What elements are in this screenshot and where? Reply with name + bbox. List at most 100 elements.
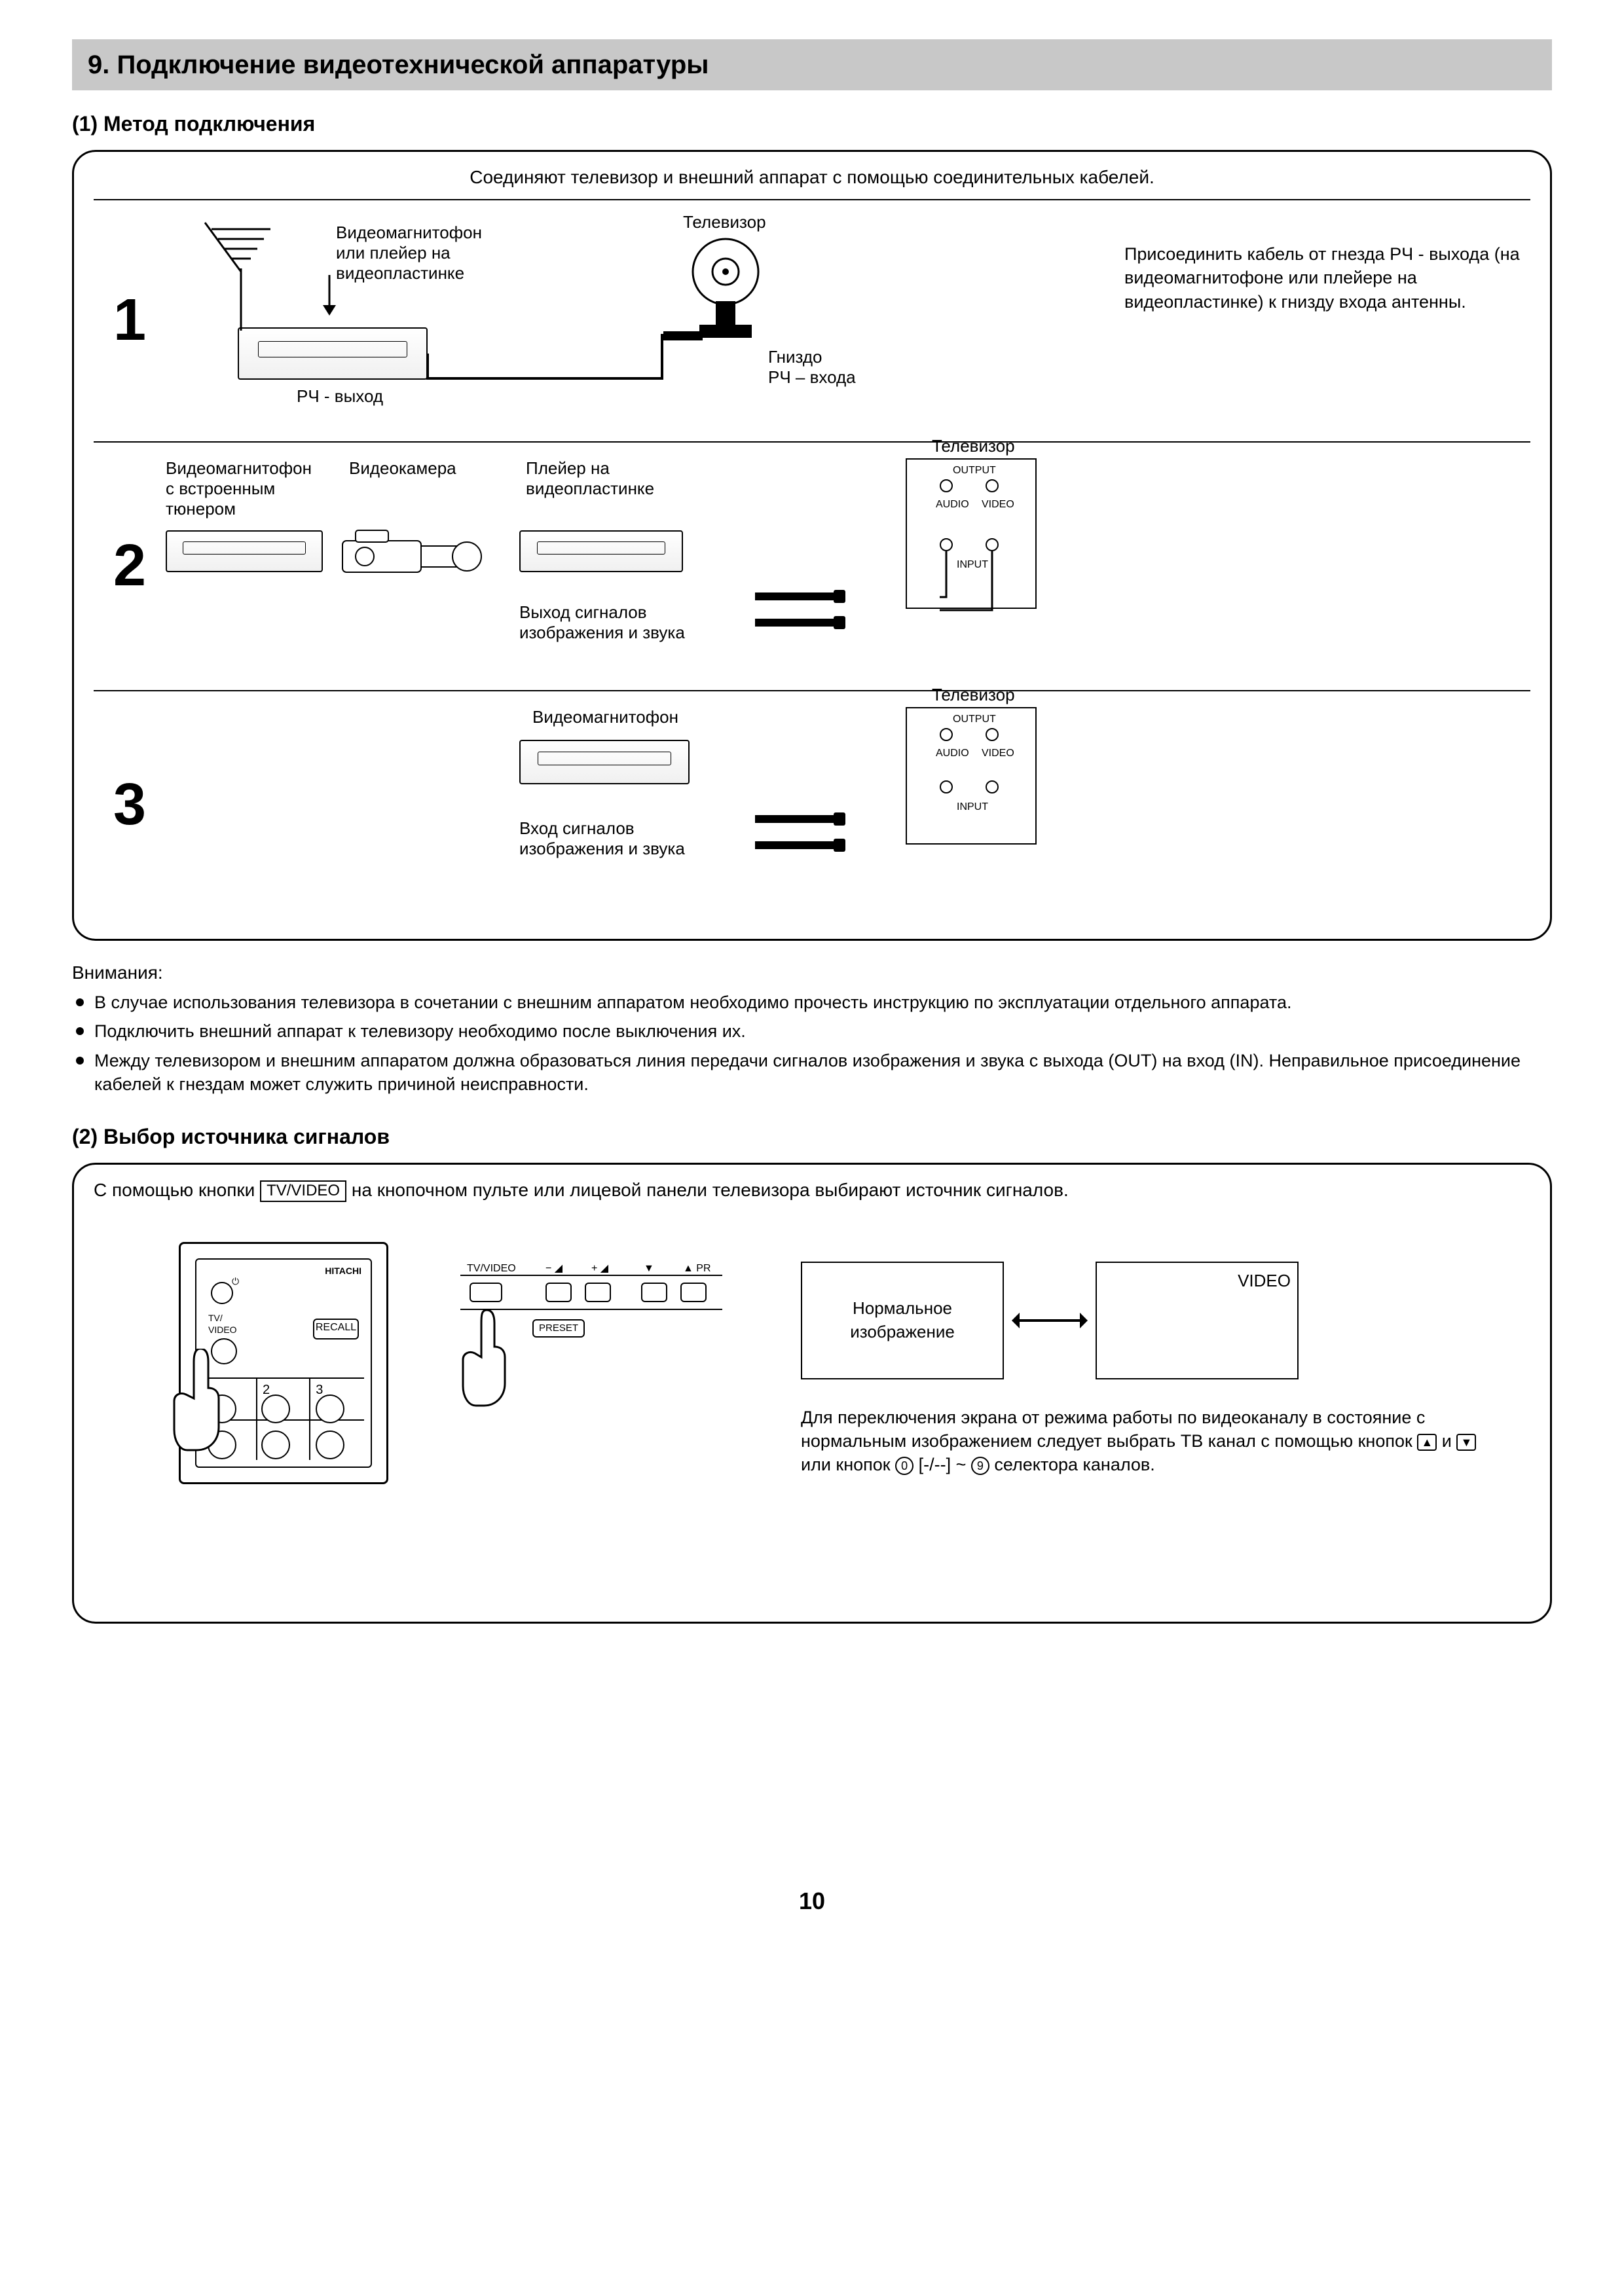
power-icon: ⏻ xyxy=(232,1275,239,1288)
input-audio-jack xyxy=(940,538,953,551)
step1-rf-in: Гниздо РЧ – входа xyxy=(768,347,856,388)
step3-tv-label: Телевизор xyxy=(932,685,1015,705)
note-3: Между телевизором и внешним аппаратом до… xyxy=(72,1049,1552,1097)
key-3-button xyxy=(316,1394,344,1423)
connection-methods-box: Соединяют телевизор и внешний аппарат с … xyxy=(72,150,1552,941)
para-mid2: или кнопок xyxy=(801,1455,895,1474)
step-1-number: 1 xyxy=(94,216,166,426)
key-6-button xyxy=(316,1430,344,1459)
step2-camcorder-label: Видеокамера xyxy=(349,458,456,479)
fp-preset-button: PRESET xyxy=(532,1319,585,1338)
cable-line xyxy=(940,741,1012,846)
recall-button: RECALL xyxy=(313,1319,359,1339)
step-1-row: 1 Видеомагнитофон или плейер на видеопла… xyxy=(94,199,1530,441)
rf-socket-icon xyxy=(690,236,762,308)
rca-plug-icon xyxy=(755,815,834,823)
para-pre: Для переключения экрана от режима работы… xyxy=(801,1408,1425,1451)
video-screen-box: VIDEO xyxy=(1096,1262,1299,1379)
step-2-number: 2 xyxy=(94,458,166,674)
fp-vol-up-button xyxy=(585,1283,611,1302)
notes-heading: Внимания: xyxy=(72,960,1552,985)
fp-pr-down-button xyxy=(641,1283,667,1302)
panel-video-label: VIDEO xyxy=(982,498,1014,512)
tv-video-key: TV/VIDEO xyxy=(260,1180,346,1202)
section-title: 9. Подключение видеотехнической аппарату… xyxy=(88,47,1536,82)
panel-output-label: OUTPUT xyxy=(953,712,996,727)
tv-av-panel: OUTPUT AUDIO VIDEO INPUT xyxy=(906,458,1037,609)
fp-vol-plus: + ◢ xyxy=(591,1262,608,1276)
output-video-jack xyxy=(986,479,999,492)
fp-pr-up-button xyxy=(680,1283,707,1302)
step-2-diagram: Видеомагнитофон с встроенным тюнером Вид… xyxy=(166,458,1530,674)
digit-9-key: 9 xyxy=(971,1457,989,1475)
rf-plug-icon xyxy=(663,301,788,347)
step3-vcr-label: Видеомагнитофон xyxy=(532,707,678,727)
cable-line xyxy=(426,333,675,385)
key-5-button xyxy=(261,1430,290,1459)
para-mid: и xyxy=(1437,1431,1456,1451)
step2-out-av-label: Выход сигналов изображения и звука xyxy=(519,602,685,643)
section-title-text: Подключение видеотехнической аппаратуры xyxy=(117,50,709,79)
box1-caption: Соединяют телевизор и внешний аппарат с … xyxy=(94,165,1530,190)
step2-vcr-tuner-label: Видеомагнитофон с встроенным тюнером xyxy=(166,458,312,520)
pointing-hand-icon xyxy=(168,1349,233,1460)
tv-av-panel: OUTPUT AUDIO VIDEO INPUT xyxy=(906,707,1037,845)
rca-plug-icon xyxy=(755,592,834,600)
input-video-jack xyxy=(986,538,999,551)
step-3-row: 3 Видеомагнитофон Вход сигналов изображе… xyxy=(94,690,1530,919)
power-button xyxy=(211,1282,233,1304)
section2-instruction: Для переключения экрана от режима работы… xyxy=(801,1406,1495,1477)
video-screen-text: VIDEO xyxy=(1238,1269,1291,1292)
step-3-diagram: Видеомагнитофон Вход сигналов изображени… xyxy=(166,707,1530,903)
step2-tv-label: Телевизор xyxy=(932,436,1015,456)
section-number: 9. xyxy=(88,50,109,79)
panel-output-label: OUTPUT xyxy=(953,464,996,478)
tv-video-label: TV/ VIDEO xyxy=(208,1312,237,1337)
vcr-icon xyxy=(238,327,428,380)
tv-front-panel-icon: TV/VIDEO − ◢ + ◢ ▼ ▲ PR PRESET xyxy=(460,1275,722,1338)
section-header: 9. Подключение видеотехнической аппарату… xyxy=(72,39,1552,90)
remote-brand: HITACHI xyxy=(325,1265,361,1277)
fp-tvvideo-label: TV/VIDEO xyxy=(467,1262,516,1276)
output-audio-jack xyxy=(940,479,953,492)
normal-screen-box: Нормальное изображение xyxy=(801,1262,1004,1379)
cable-line xyxy=(238,268,251,334)
step-3-number: 3 xyxy=(94,707,166,903)
fp-pr-up: ▲ PR xyxy=(683,1262,711,1276)
note-1: В случае использования телевизора в соче… xyxy=(72,991,1552,1014)
step1-tv-label: Телевизор xyxy=(683,212,766,232)
subsection-2-heading: (2) Выбор источника сигналов xyxy=(72,1123,1552,1151)
step1-rf-out: РЧ - выход xyxy=(297,386,383,407)
page-number: 10 xyxy=(72,1886,1552,1918)
step-1-diagram: Видеомагнитофон или плейер на видеопласт… xyxy=(166,216,1530,426)
cable-line xyxy=(940,551,1012,617)
signal-source-box: С помощью кнопки TV/VIDEO на кнопочном п… xyxy=(72,1163,1552,1624)
rca-plug-icon xyxy=(755,619,834,627)
section2-diagram: HITACHI ⏻ TV/ VIDEO RECALL 2 3 xyxy=(94,1222,1530,1602)
antenna-icon xyxy=(185,216,297,275)
subsection-1-heading: (1) Метод подключения xyxy=(72,110,1552,138)
arrow-down-icon xyxy=(316,275,342,321)
fp-vol-down-button xyxy=(545,1283,572,1302)
vcr-icon xyxy=(519,740,690,784)
ch-up-key: ▲ xyxy=(1417,1434,1437,1451)
fp-vol-minus: − ◢ xyxy=(545,1262,563,1276)
attention-notes: Внимания: В случае использования телевиз… xyxy=(72,960,1552,1097)
output-video-jack xyxy=(986,728,999,741)
ldplayer-icon xyxy=(519,530,683,572)
rca-plug-icon xyxy=(755,841,834,849)
caption-post: на кнопочном пульте или лицевой панели т… xyxy=(346,1180,1069,1200)
fp-tvvideo-button xyxy=(470,1283,502,1302)
caption-pre: С помощью кнопки xyxy=(94,1180,260,1200)
panel-audio-label: AUDIO xyxy=(936,498,969,512)
vcr-icon xyxy=(166,530,323,572)
ch-down-key: ▼ xyxy=(1456,1434,1476,1451)
output-audio-jack xyxy=(940,728,953,741)
step1-vcr-label: Видеомагнитофон или плейер на видеопласт… xyxy=(336,223,482,284)
fp-pr-down: ▼ xyxy=(644,1262,654,1276)
camcorder-icon xyxy=(336,521,487,580)
pointing-hand-icon xyxy=(458,1310,517,1415)
digit-0-key: 0 xyxy=(895,1457,913,1475)
step1-instruction: Присоединить кабель от гнезда РЧ - выход… xyxy=(1124,242,1530,314)
para-post: селектора каналов. xyxy=(989,1455,1155,1474)
